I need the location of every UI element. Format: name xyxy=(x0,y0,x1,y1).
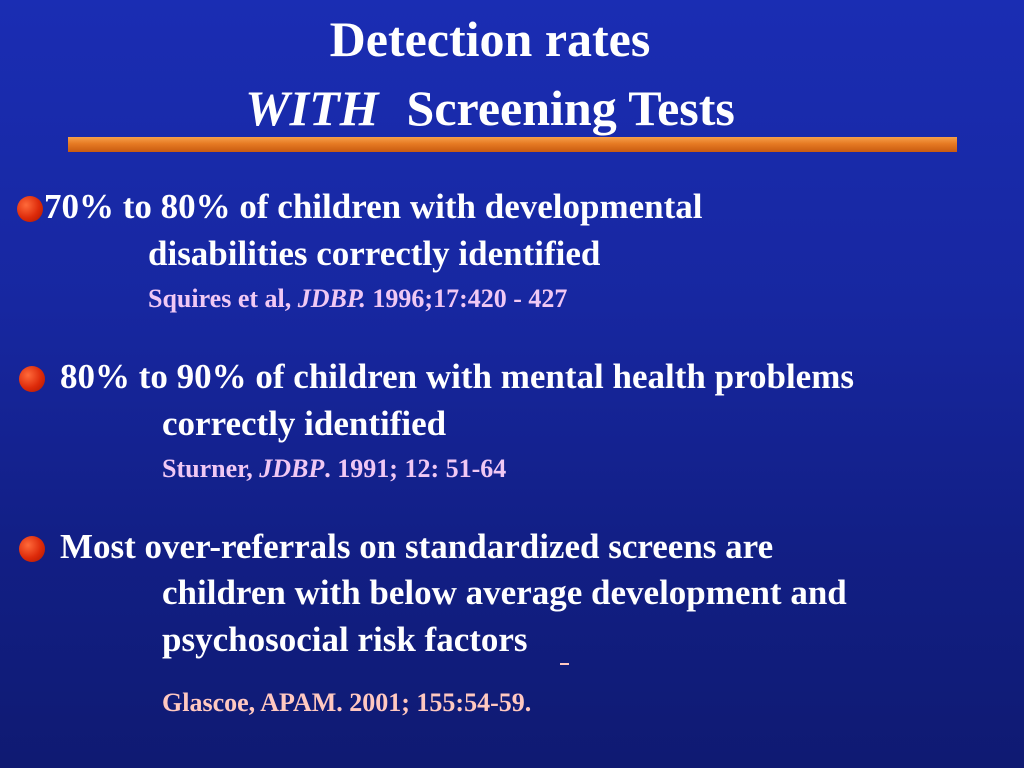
bullet-icon xyxy=(19,536,45,562)
point2-line1: 80% to 90% of children with mental healt… xyxy=(60,357,854,396)
point3-reference: Glascoe, APAM. 2001; 155:54-59. xyxy=(162,688,532,717)
point1-line1: 70% to 80% of children with developmenta… xyxy=(44,187,703,226)
slide-title-line1: Detection rates xyxy=(329,11,651,67)
title-underline-bar xyxy=(68,137,957,152)
point3-line1: Most over-referrals on standardized scre… xyxy=(60,527,774,566)
bullet-icon xyxy=(19,366,45,392)
ref-detail: . 1991; 12: 51-64 xyxy=(324,454,507,483)
ref-author: Sturner, xyxy=(162,454,253,483)
title-emphasis: WITH xyxy=(245,80,379,136)
point2-line2: correctly identified xyxy=(162,404,447,443)
ref-journal: JDBP. xyxy=(297,284,366,313)
point2-reference: Sturner, JDBP. 1991; 12: 51-64 xyxy=(162,454,506,484)
bullet-icon xyxy=(17,196,43,222)
point3-line3: psychosocial risk factors xyxy=(162,620,528,659)
ref-author: Squires et al, xyxy=(148,284,292,313)
point3-line2: children with below average development … xyxy=(162,573,847,612)
ref-journal: JDBP xyxy=(259,454,325,483)
underline-mark xyxy=(560,663,569,665)
point1-reference: Squires et al, JDBP. 1996;17:420 - 427 xyxy=(148,284,567,314)
ref-detail: 1996;17:420 - 427 xyxy=(372,284,568,313)
slide-title-line2: WITH Screening Tests xyxy=(0,83,980,133)
title-rest: Screening Tests xyxy=(406,80,735,136)
point1-line2: disabilities correctly identified xyxy=(148,234,601,273)
